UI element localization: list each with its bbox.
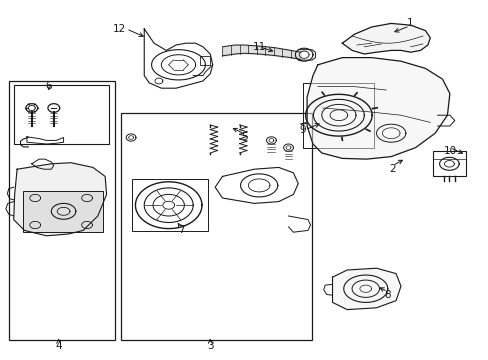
- Polygon shape: [306, 58, 449, 159]
- Text: 4: 4: [55, 341, 62, 351]
- Text: 3: 3: [206, 341, 213, 351]
- Bar: [23, 191, 102, 232]
- Text: 5: 5: [241, 132, 247, 142]
- Text: 10: 10: [443, 146, 455, 156]
- Polygon shape: [14, 163, 106, 236]
- Text: 2: 2: [388, 164, 395, 174]
- Text: 6: 6: [45, 81, 52, 91]
- Bar: [132, 179, 207, 231]
- Text: 7: 7: [177, 225, 184, 235]
- Bar: [200, 56, 210, 65]
- Text: 8: 8: [384, 290, 390, 300]
- Text: 9: 9: [298, 125, 305, 135]
- Text: 11: 11: [252, 42, 265, 52]
- Polygon shape: [332, 268, 400, 310]
- Bar: [303, 83, 373, 148]
- Bar: [9, 81, 115, 340]
- Text: 1: 1: [406, 18, 412, 28]
- Text: 12: 12: [113, 24, 126, 34]
- Polygon shape: [342, 23, 429, 54]
- Bar: [121, 113, 311, 340]
- Bar: [14, 85, 109, 144]
- Bar: [432, 151, 465, 176]
